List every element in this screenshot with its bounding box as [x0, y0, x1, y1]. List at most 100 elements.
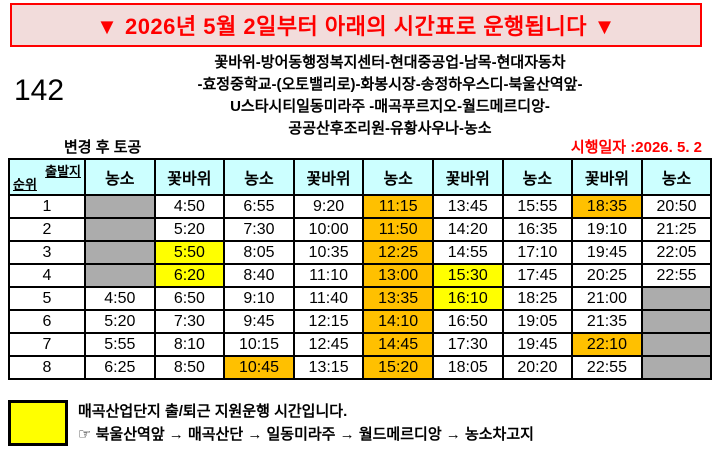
time-cell: 22:05: [640, 240, 713, 265]
table-row: 5 4:50 6:50 9:10 11:40 13:35 16:10 18:25 21:00: [8, 286, 713, 311]
rank-cell: 5: [8, 286, 86, 311]
time-cell: 13:45: [431, 194, 504, 219]
time-cell: 6:50: [153, 286, 226, 311]
time-cell: 11:10: [292, 263, 365, 288]
time-cell: 6:55: [223, 194, 295, 219]
time-cell: 5:55: [84, 332, 156, 357]
column-header: 농소: [640, 158, 713, 196]
time-cell: 19:45: [571, 240, 643, 265]
time-cell: 19:10: [571, 217, 643, 242]
time-cell: 14:55: [431, 240, 504, 265]
subheader-row: 변경 후 토공 시행일자 :2026. 5. 2: [64, 136, 702, 157]
time-cell: 8:05: [223, 240, 295, 265]
time-cell: 12:25: [362, 240, 434, 265]
time-cell: 5:20: [153, 217, 226, 242]
time-cell: 22:55: [571, 355, 643, 380]
time-cell: 22:10: [571, 332, 643, 357]
no-service-cell: [84, 240, 156, 265]
time-cell: 7:30: [153, 309, 226, 334]
time-cell: 4:50: [84, 286, 156, 311]
column-header: 꽃바위: [292, 158, 365, 196]
timetable: 출발지 순위 농소 꽃바위 농소 꽃바위 농소 꽃바위 농소 꽃바위 농소 1 4:50 6:55 9…: [8, 158, 713, 380]
route-line: U스타시티일동미라주 -매곡푸르지오-월드메르디앙-: [230, 98, 550, 115]
column-header: 꽃바위: [153, 158, 226, 196]
route-line: 꽃바위-방어동행정복지센터-현대중공업-남목-현대자동차: [214, 54, 566, 71]
notice-banner-text: ▼ 2026년 5월 2일부터 아래의 시간표로 운행됩니다 ▼: [96, 14, 616, 39]
no-service-cell: [640, 332, 713, 357]
rank-cell: 7: [8, 332, 86, 357]
column-header: 농소: [84, 158, 156, 196]
table-row: 1 4:50 6:55 9:20 11:15 13:45 15:55 18:35 20:50: [8, 194, 713, 219]
rank-cell: 6: [8, 309, 86, 334]
table-row: 2 5:20 7:30 10:00 11:50 14:20 16:35 19:10 21:25: [8, 217, 713, 242]
rank-cell: 4: [8, 263, 86, 288]
legend-line-2: ☞ 북울산역앞 → 매곡산단 → 일동미라주 → 월드메르디앙 → 농소차고지: [78, 426, 534, 443]
time-cell: 8:40: [223, 263, 295, 288]
no-service-cell: [640, 355, 713, 380]
route-number: 142: [14, 74, 65, 107]
time-cell: 15:30: [431, 263, 504, 288]
column-header: 농소: [501, 158, 574, 196]
time-cell: 9:10: [223, 286, 295, 311]
no-service-cell: [640, 286, 713, 311]
effective-date-label: 시행일자 :2026. 5. 2: [570, 139, 702, 156]
table-row: 6 5:20 7:30 9:45 12:15 14:10 16:50 19:05 21:35: [8, 309, 713, 334]
time-cell: 4:50: [153, 194, 226, 219]
time-cell: 15:20: [362, 355, 434, 380]
time-cell: 12:15: [292, 309, 365, 334]
time-cell: 19:05: [501, 309, 574, 334]
time-cell: 17:10: [501, 240, 574, 265]
time-cell: 11:40: [292, 286, 365, 311]
no-service-cell: [640, 309, 713, 334]
time-cell: 13:00: [362, 263, 434, 288]
time-cell: 6:20: [153, 263, 226, 288]
time-cell: 5:20: [84, 309, 156, 334]
time-cell: 20:50: [640, 194, 713, 219]
column-header: 꽃바위: [431, 158, 504, 196]
schedule-type-label: 변경 후 토공: [64, 139, 142, 156]
time-cell: 17:45: [501, 263, 574, 288]
time-cell: 21:25: [640, 217, 713, 242]
rank-cell: 3: [8, 240, 86, 265]
time-cell: 22:55: [640, 263, 713, 288]
timetable-header-row: 출발지 순위 농소 꽃바위 농소 꽃바위 농소 꽃바위 농소 꽃바위 농소: [8, 158, 713, 196]
time-cell: 16:35: [501, 217, 574, 242]
time-cell: 14:45: [362, 332, 434, 357]
column-header: 농소: [223, 158, 295, 196]
rank-cell: 2: [8, 217, 86, 242]
time-cell: 10:35: [292, 240, 365, 265]
time-cell: 13:35: [362, 286, 434, 311]
legend-text: 매곡산업단지 출/퇴근 지원운행 시간입니다. ☞ 북울산역앞 → 매곡산단 →…: [78, 400, 534, 446]
legend: 매곡산업단지 출/퇴근 지원운행 시간입니다. ☞ 북울산역앞 → 매곡산단 →…: [8, 400, 534, 446]
time-cell: 9:20: [292, 194, 365, 219]
notice-banner: ▼ 2026년 5월 2일부터 아래의 시간표로 운행됩니다 ▼: [10, 3, 702, 47]
no-service-cell: [84, 217, 156, 242]
time-cell: 9:45: [223, 309, 295, 334]
legend-line-1: 매곡산업단지 출/퇴근 지원운행 시간입니다.: [78, 403, 348, 420]
time-cell: 18:25: [501, 286, 574, 311]
time-cell: 18:35: [571, 194, 643, 219]
time-cell: 17:30: [431, 332, 504, 357]
legend-yellow-swatch: [8, 400, 68, 446]
time-cell: 16:10: [431, 286, 504, 311]
time-cell: 6:25: [84, 355, 156, 380]
time-cell: 21:00: [571, 286, 643, 311]
rank-cell: 1: [8, 194, 86, 219]
time-cell: 18:05: [431, 355, 504, 380]
time-cell: 16:50: [431, 309, 504, 334]
time-cell: 5:50: [153, 240, 226, 265]
table-row: 8 6:25 8:50 10:45 13:15 15:20 18:05 20:20 22:55: [8, 355, 713, 380]
time-cell: 11:15: [362, 194, 434, 219]
time-cell: 8:50: [153, 355, 226, 380]
time-cell: 19:45: [501, 332, 574, 357]
table-row: 3 5:50 8:05 10:35 12:25 14:55 17:10 19:45 22:05: [8, 240, 713, 265]
table-row: 7 5:55 8:10 10:15 12:45 14:45 17:30 19:45 22:10: [8, 332, 713, 357]
route-line: 공공산후조리원-유황사우나-농소: [288, 120, 492, 137]
corner-rank-label: 순위: [13, 177, 37, 192]
time-cell: 10:45: [223, 355, 295, 380]
route-line: -효정중학교-(오토밸리로)-화봉시장-송정하우스디-북울산역앞-: [197, 76, 583, 93]
column-header: 꽃바위: [571, 158, 643, 196]
time-cell: 8:10: [153, 332, 226, 357]
time-cell: 7:30: [223, 217, 295, 242]
